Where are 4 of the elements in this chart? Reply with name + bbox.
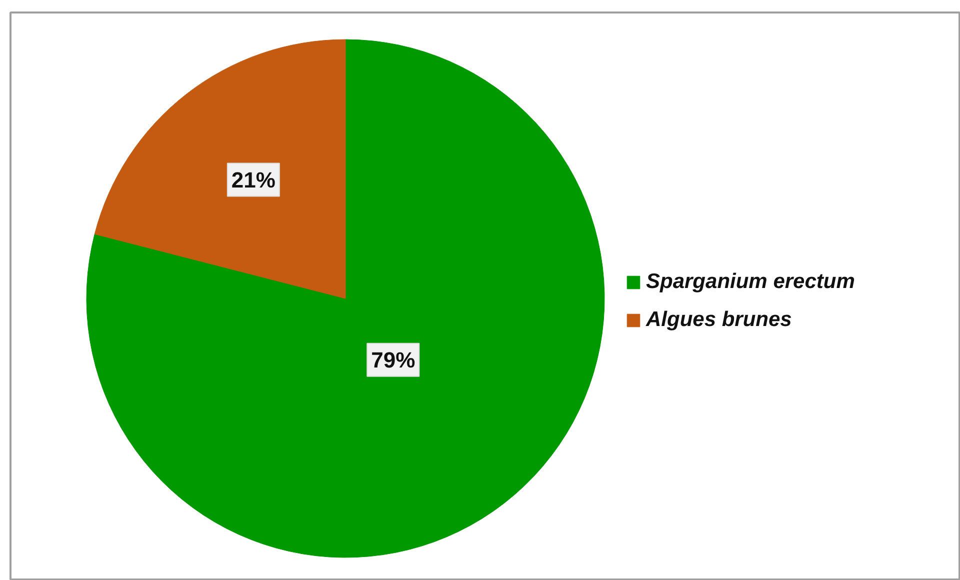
legend-label: Sparganium erectum: [646, 270, 855, 294]
data-label: 21%: [231, 167, 276, 192]
data-label: 79%: [371, 347, 416, 372]
legend-label: Algues brunes: [646, 308, 792, 332]
